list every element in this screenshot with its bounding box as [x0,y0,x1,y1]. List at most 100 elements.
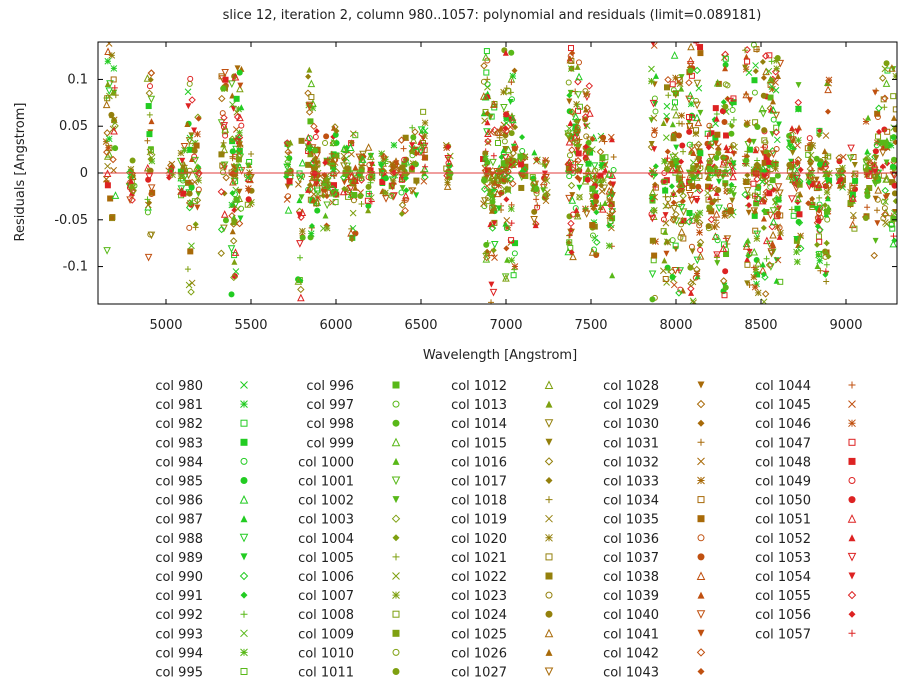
residual-point [508,49,515,56]
residual-point [713,217,720,224]
residual-point [148,157,156,165]
legend-marker [240,668,248,675]
residual-point [821,148,828,155]
residual-point [754,161,761,168]
residual-point [754,258,763,267]
residual-point [507,154,515,162]
residual-point [863,186,870,193]
residual-point [368,174,376,182]
residual-point [443,165,450,172]
residual-point [766,52,773,59]
legend-label: col 1039 [603,589,659,604]
residual-point [676,267,685,275]
residual-point [105,42,113,47]
residual-point [606,196,614,204]
legend-marker [240,477,248,484]
residual-point [706,175,713,182]
residual-point [531,149,538,156]
residual-point [650,42,656,47]
legend-label: col 1007 [298,589,354,604]
residual-point [233,113,242,121]
residual-point [574,156,582,165]
residual-point [881,186,889,195]
residual-point [758,196,767,205]
residual-point [679,198,686,205]
residual-point [227,245,236,253]
residual-point [806,135,813,142]
residual-point [794,105,802,113]
legend-marker [697,496,705,504]
legend-label: col 1002 [298,494,354,509]
residual-point [308,94,315,101]
residual-point [568,146,576,154]
residual-point [573,100,580,108]
residual-point [487,189,494,196]
residual-point [750,180,757,187]
residual-point [769,85,776,93]
residual-point [663,134,670,141]
residual-point [417,147,426,155]
residual-point [693,113,701,122]
residual-point [220,113,228,122]
residual-point [773,257,780,264]
legend-marker [240,419,248,427]
residual-point [398,189,405,196]
residual-point [567,219,575,228]
residual-point [768,58,775,65]
residual-point [794,128,801,135]
residual-point [728,130,735,137]
legend-label: col 1036 [603,532,659,547]
residual-point [419,168,426,175]
residual-point [807,157,815,166]
residual-point [219,169,226,176]
residual-point [167,161,175,170]
residual-point [750,247,759,256]
legend-marker [697,476,705,485]
residual-point [145,176,152,183]
residual-point [850,211,857,219]
residual-point [713,189,720,196]
residual-point [236,113,244,122]
residual-point [847,144,855,153]
legend-marker [544,628,554,638]
residual-point [399,164,406,171]
residual-point [772,165,779,173]
legend-label: col 986 [155,494,203,509]
residual-point [610,181,617,188]
residual-point [607,221,615,229]
residual-point [145,173,154,181]
residual-point [722,55,729,62]
residual-point [746,191,753,198]
legend-marker [848,400,856,408]
residual-point [788,164,795,171]
residual-point [146,111,153,118]
residual-point [332,190,340,198]
residual-point [220,161,229,170]
residual-point [750,138,757,145]
residual-point [874,220,881,227]
residual-point [314,207,321,214]
residual-point [875,128,882,135]
residual-point [534,204,541,211]
residual-point [180,190,187,197]
residual-point [610,167,617,174]
residual-point [685,218,693,226]
residual-point [664,75,672,84]
residual-point [584,176,591,183]
residual-point [504,177,511,184]
residual-point [219,110,226,117]
residual-point [103,247,111,255]
residual-point [187,248,194,255]
residual-point [402,196,409,203]
residual-point [890,156,897,163]
residual-point [511,67,518,74]
residual-point [661,157,668,165]
residual-point [576,184,583,191]
legend-marker [240,610,248,618]
residual-point [813,176,820,183]
residual-point [686,91,695,99]
residual-point [649,197,656,204]
residual-point [186,80,193,87]
residual-point [323,224,331,232]
residual-point [443,182,452,190]
